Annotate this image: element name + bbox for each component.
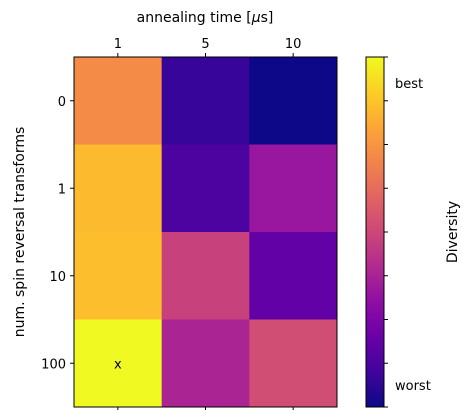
heatmap-cell (249, 57, 338, 145)
heatmap-cell (74, 57, 163, 145)
y-tick-label: 10 (49, 270, 66, 285)
heatmap-cell (74, 232, 163, 320)
x-tick-label: 1 (114, 37, 122, 52)
cell-annotation: x (114, 357, 122, 372)
y-tick-label: 100 (41, 357, 66, 372)
x-axis-ticks: 1 5 10 (114, 37, 302, 410)
y-tick-label: 1 (58, 182, 66, 197)
heatmap-cell (74, 144, 163, 233)
heatmap-cell (161, 232, 250, 320)
heatmap-cell (161, 319, 250, 408)
x-tick-label: 10 (285, 37, 302, 52)
colorbar-label: Diversity (445, 201, 461, 263)
heatmap-cell (249, 232, 338, 320)
x-tick-label: 5 (201, 37, 209, 52)
heatmap-cell (74, 319, 163, 408)
x-axis-title: annealing time [μs] (137, 10, 274, 26)
colorbar-tick-label: best (395, 77, 423, 92)
heatmap-cells (74, 57, 338, 408)
y-tick-label: 0 (58, 95, 66, 110)
cell-annotations: x (114, 357, 122, 372)
heatmap-cell (161, 57, 250, 145)
colorbar-tick-label: worst (395, 379, 431, 394)
heatmap-cell (249, 319, 338, 408)
heatmap-cell (249, 144, 338, 233)
plot-frame (73, 56, 338, 408)
y-axis-ticks: 0 1 10 100 (41, 95, 74, 372)
colorbar (365, 56, 385, 408)
heatmap-cell (161, 144, 250, 233)
colorbar-ticks: worst best (384, 56, 431, 408)
y-axis-title: num. spin reversal transforms (12, 127, 28, 338)
